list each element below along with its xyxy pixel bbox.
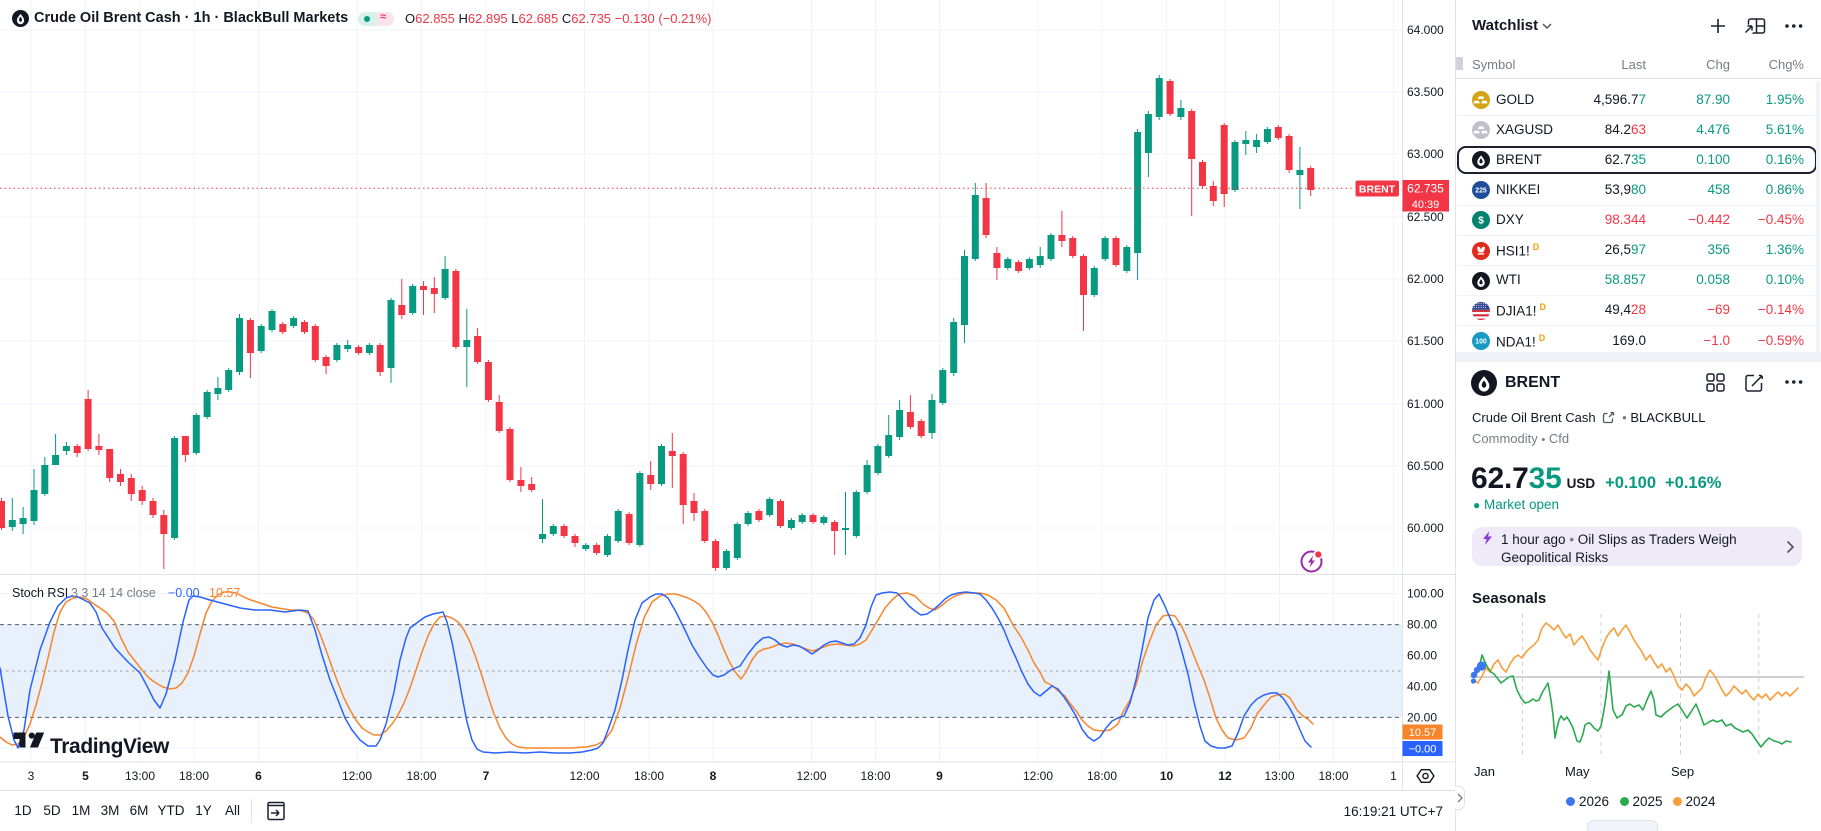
svg-text:10.57: 10.57	[1409, 727, 1437, 739]
svg-text:12: 12	[1218, 769, 1232, 783]
svg-text:6: 6	[255, 769, 262, 783]
svg-text:Stoch RSI: Stoch RSI	[12, 586, 68, 600]
svg-text:225: 225	[1475, 188, 1487, 195]
svg-text:60.000: 60.000	[1407, 521, 1444, 535]
svg-text:10: 10	[1160, 769, 1174, 783]
svg-text:18:00: 18:00	[179, 769, 209, 783]
svg-text:7: 7	[483, 769, 490, 783]
svg-text:60.00: 60.00	[1407, 649, 1437, 663]
svg-text:100.00: 100.00	[1407, 587, 1444, 601]
svg-text:18:00: 18:00	[1087, 769, 1117, 783]
svg-text:60.500: 60.500	[1407, 459, 1444, 473]
svg-text:10.57: 10.57	[209, 586, 240, 600]
svg-text:64.000: 64.000	[1407, 23, 1444, 37]
svg-text:18:00: 18:00	[406, 769, 436, 783]
svg-text:12:00: 12:00	[342, 769, 372, 783]
svg-text:3: 3	[28, 769, 35, 783]
svg-text:18:00: 18:00	[1318, 769, 1348, 783]
svg-text:BRENT: BRENT	[1359, 184, 1396, 196]
svg-text:18:00: 18:00	[860, 769, 890, 783]
svg-text:80.00: 80.00	[1407, 618, 1437, 632]
svg-text:62.000: 62.000	[1407, 272, 1444, 286]
svg-text:20.00: 20.00	[1407, 710, 1437, 724]
svg-text:62.500: 62.500	[1407, 210, 1444, 224]
svg-text:100: 100	[1475, 338, 1487, 345]
svg-text:3 3 14 14 close: 3 3 14 14 close	[71, 586, 156, 600]
svg-text:8: 8	[710, 769, 717, 783]
svg-text:61.000: 61.000	[1407, 397, 1444, 411]
svg-text:63.000: 63.000	[1407, 147, 1444, 161]
svg-text:12:00: 12:00	[1023, 769, 1053, 783]
svg-text:40.00: 40.00	[1407, 680, 1437, 694]
svg-text:5: 5	[82, 769, 89, 783]
svg-text:18:00: 18:00	[634, 769, 664, 783]
svg-text:9: 9	[936, 769, 943, 783]
svg-text:63.500: 63.500	[1407, 85, 1444, 99]
svg-text:TradingView: TradingView	[50, 735, 170, 758]
svg-text:−0.00: −0.00	[1409, 744, 1437, 756]
svg-text:13:00: 13:00	[125, 769, 155, 783]
svg-text:61.500: 61.500	[1407, 334, 1444, 348]
svg-text:62.735: 62.735	[1407, 182, 1444, 196]
svg-text:40:39: 40:39	[1412, 199, 1440, 211]
svg-text:12:00: 12:00	[796, 769, 826, 783]
svg-text:1: 1	[1390, 769, 1397, 783]
svg-text:−0.00: −0.00	[168, 586, 200, 600]
svg-text:$: $	[1478, 215, 1484, 227]
svg-text:13:00: 13:00	[1264, 769, 1294, 783]
svg-text:12:00: 12:00	[569, 769, 599, 783]
